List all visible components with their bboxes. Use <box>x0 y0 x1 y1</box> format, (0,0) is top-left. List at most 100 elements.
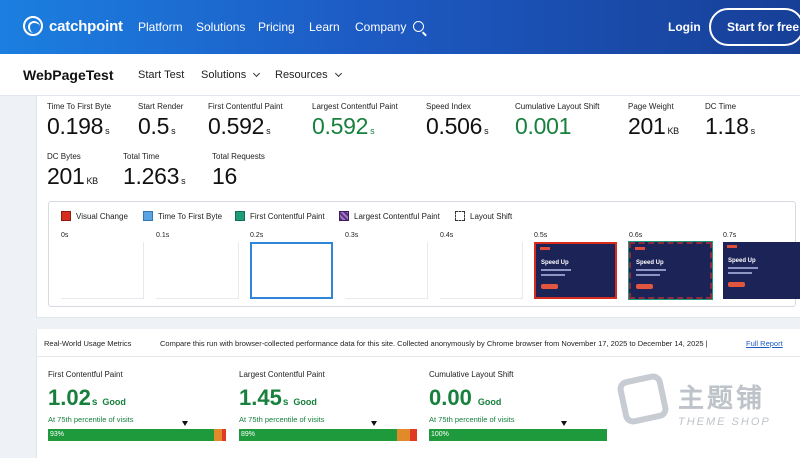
metric-number: 16 <box>212 163 237 189</box>
legend-layout-shift: Layout Shift <box>455 211 512 221</box>
top-navigation: catchpoint Platform Solutions Pricing Le… <box>0 0 800 54</box>
start-for-free-button[interactable]: Start for free <box>709 8 800 46</box>
nav-sub-solutions[interactable]: Solutions <box>201 69 261 81</box>
nav-pricing[interactable]: Pricing <box>258 20 295 34</box>
filmstrip-frame[interactable]: Speed Up <box>723 242 800 299</box>
real-world-description: Compare this run with browser-collected … <box>160 339 708 348</box>
filmstrip: Visual Change Time To First Byte First C… <box>48 201 800 307</box>
fcp-swatch <box>235 211 245 221</box>
metric-number: 0.198 <box>47 113 104 139</box>
legend-lcp: Largest Contentful Paint <box>339 211 440 221</box>
layout-shift-swatch <box>455 211 465 221</box>
catchpoint-logo-icon <box>23 16 43 36</box>
card-value: 1.02s Good <box>48 385 220 411</box>
metric-value: 201 KB <box>628 113 679 140</box>
webpagetest-navigation: WebPageTest Start Test Solutions Resourc… <box>0 54 800 96</box>
real-world-card: Cumulative Layout Shift 0.00 Good At 75th p… <box>429 370 607 441</box>
metric: Time To First Byte 0.198 s <box>47 102 111 140</box>
filmstrip-frame[interactable] <box>345 242 428 299</box>
filmstrip-frame[interactable]: Speed Up <box>534 242 617 299</box>
metric: Total Requests 16 <box>212 152 265 190</box>
metric: Page Weight 201 KB <box>628 102 679 140</box>
metric-value: 0.5 s <box>138 113 183 140</box>
nav-resources[interactable]: Resources <box>275 69 342 81</box>
metric-unit: KB <box>667 126 679 136</box>
screenshot-button <box>636 284 653 289</box>
real-world-card: Largest Contentful Paint 1.45s Good At 75th… <box>239 370 417 441</box>
card-number: 1.02 <box>48 385 91 410</box>
visual-change-swatch <box>61 211 71 221</box>
poor-segment <box>222 429 226 441</box>
card-value: 0.00 Good <box>429 385 601 411</box>
metrics-panel: Time To First Byte 0.198 s Start Render 0.5 s… <box>36 96 800 318</box>
percentile-marker-icon <box>560 421 567 426</box>
filmstrip-frame[interactable]: Speed Up <box>629 242 712 299</box>
legend-ttfb: Time To First Byte <box>143 211 222 221</box>
screenshot-heading: Speed Up <box>541 260 569 266</box>
metric-unit: KB <box>86 176 98 186</box>
metric-number: 1.18 <box>705 113 749 139</box>
real-world-header: Real-World Usage Metrics Compare this ru… <box>37 329 800 357</box>
metric-label: Total Requests <box>212 152 265 161</box>
legend-label: Time To First Byte <box>158 211 223 221</box>
screenshot-logo <box>540 247 550 250</box>
metric-number: 201 <box>47 163 85 189</box>
brand-name: catchpoint <box>49 17 123 35</box>
metric-unit: s <box>750 126 756 136</box>
full-report-link[interactable]: Full Report <box>746 339 783 348</box>
watermark-cn: 主题铺 <box>678 383 766 413</box>
nav-platform[interactable]: Platform <box>138 20 183 34</box>
nav-solutions[interactable]: Solutions <box>196 20 246 34</box>
metric-number: 0.001 <box>515 113 572 139</box>
metric-label: Start Render <box>138 102 184 111</box>
real-world-title: Real-World Usage Metrics <box>44 339 132 348</box>
legend-label: First Contentful Paint <box>250 211 325 221</box>
percentile-marker-icon <box>370 421 377 426</box>
metric-unit: s <box>266 126 271 136</box>
screenshot-logo <box>635 247 645 250</box>
login-link[interactable]: Login <box>668 20 701 34</box>
screenshot-text-line <box>728 272 752 274</box>
webpagetest-title[interactable]: WebPageTest <box>23 67 114 83</box>
filmstrip-frame[interactable] <box>156 242 239 299</box>
metric-value: 0.592 s <box>312 113 398 140</box>
metric-value: 0.506 s <box>426 113 489 140</box>
card-percentile: At 75th percentile of visits <box>48 415 134 424</box>
metric: DC Time 1.18 s <box>705 102 755 140</box>
resources-label: Resources <box>275 69 328 81</box>
nav-learn[interactable]: Learn <box>309 20 340 34</box>
filmstrip-frame[interactable] <box>250 242 333 299</box>
good-segment: 89% <box>239 429 398 441</box>
metric-number: 1.263 <box>123 163 180 189</box>
card-unit: s <box>91 397 98 408</box>
chevron-down-icon <box>253 69 261 78</box>
screenshot-heading: Speed Up <box>728 258 756 264</box>
screenshot-text-line <box>636 269 666 271</box>
poor-segment <box>409 429 417 441</box>
screenshot-heading: Speed Up <box>636 260 664 266</box>
frame-time: 0.3s <box>345 232 359 239</box>
nav-company[interactable]: Company <box>355 20 407 34</box>
search-icon[interactable] <box>413 21 424 32</box>
nav-start-test[interactable]: Start Test <box>138 69 185 81</box>
watermark-logo-icon <box>615 371 671 427</box>
frame-time: 0.4s <box>440 232 454 239</box>
metric: First Contentful Paint 0.592 s <box>208 102 283 140</box>
ttfb-swatch <box>143 211 153 221</box>
metric-number: 0.506 <box>426 113 483 139</box>
metric-label: DC Time <box>705 102 737 111</box>
metric-label: Total Time <box>123 152 160 161</box>
catchpoint-logo[interactable]: catchpoint <box>23 16 123 36</box>
card-label: First Contentful Paint <box>48 370 123 379</box>
filmstrip-frame[interactable] <box>61 242 144 299</box>
metric-label: Page Weight <box>628 102 674 111</box>
card-number: 0.00 <box>429 385 472 410</box>
legend-label: Largest Contentful Paint <box>354 211 440 221</box>
filmstrip-frame[interactable] <box>440 242 523 299</box>
metric-unit: s <box>484 126 489 136</box>
metric-number: 0.592 <box>208 113 265 139</box>
metric: DC Bytes 201 KB <box>47 152 98 190</box>
metric: Total Time 1.263 s <box>123 152 186 190</box>
metric-value: 1.263 s <box>123 163 186 190</box>
screenshot-button <box>541 284 558 289</box>
